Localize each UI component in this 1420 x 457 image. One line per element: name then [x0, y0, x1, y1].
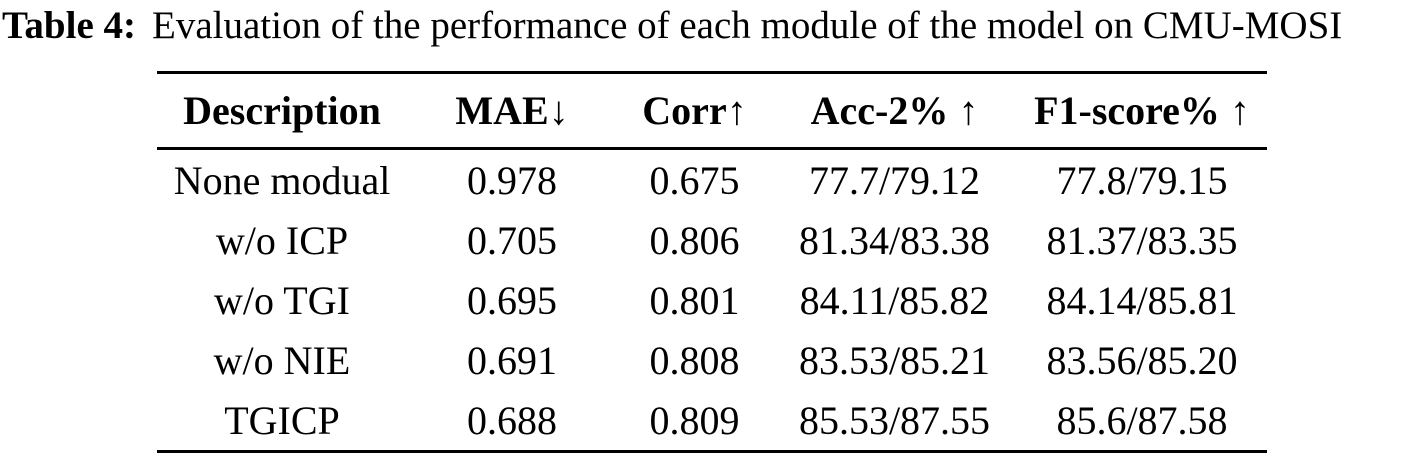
results-table: Description MAE↓ Corr↑ Acc-2% ↑ F1-score… — [157, 71, 1267, 453]
cell-mae: 0.691 — [467, 337, 557, 383]
cell-f1-score: 85.6/87.58 — [1056, 397, 1228, 443]
cell-mae: 0.688 — [467, 397, 557, 443]
cell-mae: 0.695 — [467, 277, 557, 323]
cell-description: None modual — [173, 157, 391, 203]
cell-f1-score: 81.37/83.35 — [1046, 217, 1238, 263]
cell-corr: 0.806 — [649, 217, 740, 263]
cell-corr: 0.808 — [649, 337, 740, 383]
cell-f1-score: 83.56/85.20 — [1046, 337, 1238, 383]
table-row-tgicp: TGICP 0.688 0.809 85.53/87.55 85.6/87.58 — [157, 390, 1267, 452]
cell-corr: 0.675 — [649, 157, 740, 203]
cell-description: w/o ICP — [215, 217, 349, 263]
table-row-wo-nie: w/o NIE 0.691 0.808 83.53/85.21 83.56/85… — [157, 330, 1267, 390]
cell-description: TGICP — [224, 397, 340, 443]
cell-corr: 0.801 — [649, 277, 740, 323]
col-header-description: Description — [157, 72, 407, 150]
table-row-wo-tgi: w/o TGI 0.695 0.801 84.11/85.82 84.14/85… — [157, 270, 1267, 330]
cell-f1-score: 77.8/79.15 — [1056, 157, 1228, 203]
table-caption-text: Evaluation of the performance of each mo… — [152, 4, 1343, 47]
cell-mae: 0.705 — [467, 217, 557, 263]
table-caption-label: Table 4: — [2, 4, 137, 47]
table-caption: Table 4: Evaluation of the performance of… — [2, 3, 1420, 49]
col-header-corr: Corr↑ — [617, 72, 772, 150]
col-header-mae: MAE↓ — [407, 72, 617, 150]
table-row-none-modual: None modual 0.978 0.675 77.7/79.12 77.8/… — [157, 149, 1267, 211]
cell-acc2: 85.53/87.55 — [798, 397, 991, 443]
table-header-row: Description MAE↓ Corr↑ Acc-2% ↑ F1-score… — [157, 72, 1267, 150]
table-row-wo-icp: w/o ICP 0.705 0.806 81.34/83.38 81.37/83… — [157, 210, 1267, 270]
cell-mae: 0.978 — [467, 157, 557, 203]
col-header-f1-score: F1-score% ↑ — [1017, 72, 1267, 150]
cell-description: w/o TGI — [214, 277, 350, 323]
cell-acc2: 77.7/79.12 — [808, 157, 981, 203]
cell-acc2: 84.11/85.82 — [799, 277, 990, 323]
cell-f1-score: 84.14/85.81 — [1046, 277, 1238, 323]
col-header-acc2: Acc-2% ↑ — [772, 72, 1017, 150]
cell-description: w/o NIE — [213, 337, 351, 383]
cell-acc2: 83.53/85.21 — [798, 337, 991, 383]
cell-corr: 0.809 — [649, 397, 740, 443]
cell-acc2: 81.34/83.38 — [798, 217, 991, 263]
